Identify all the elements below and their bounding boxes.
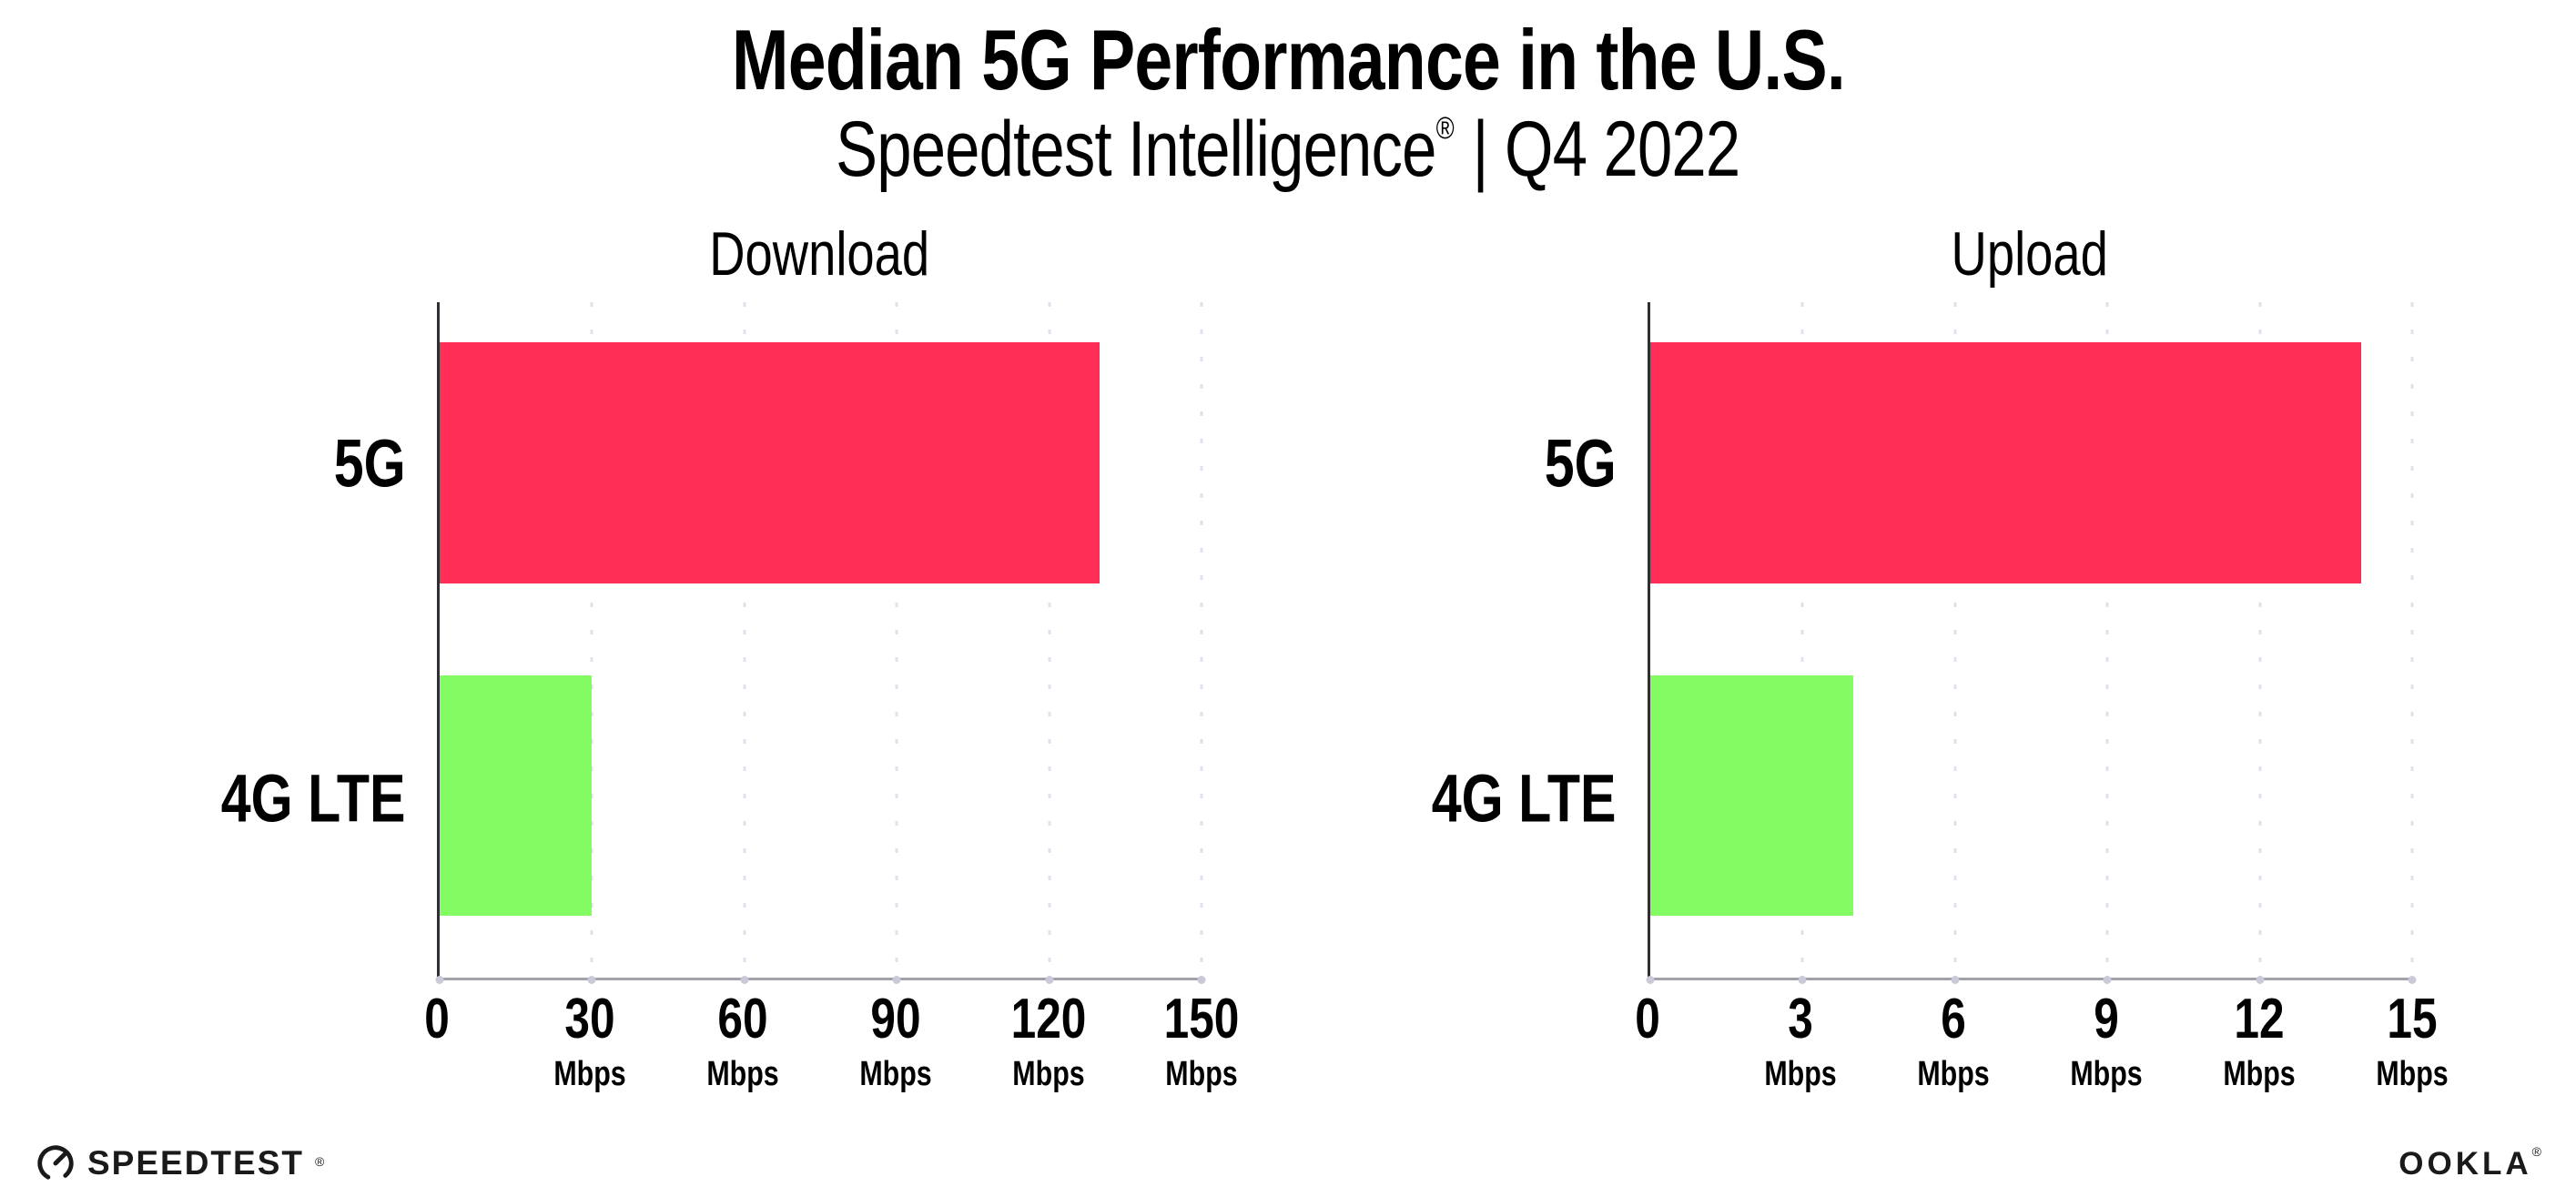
speedtest-logo: SPEEDTEST ® bbox=[35, 1142, 324, 1184]
x-tick-0: 0 bbox=[424, 987, 450, 1050]
gridline bbox=[1200, 301, 1203, 978]
upload-chart-body: 5G 4G LTE bbox=[1374, 301, 2417, 984]
subtitle-brand: Speedtest Intelligence bbox=[836, 105, 1436, 193]
upload-x-axis: 0 3 Mbps 6 Mbps 9 Mbps 12 Mbps bbox=[1635, 980, 2448, 1117]
upload-y-labels: 5G 4G LTE bbox=[1374, 302, 1648, 980]
registered-mark: ® bbox=[1435, 110, 1455, 146]
download-chart-title: Download bbox=[709, 218, 929, 289]
upload-chart-title: Upload bbox=[1951, 218, 2109, 289]
gridline bbox=[2258, 301, 2262, 978]
tick-mark bbox=[435, 975, 444, 984]
page-title: Median 5G Performance in the U.S. bbox=[0, 15, 2576, 106]
bar-download-4g-lte bbox=[440, 675, 593, 917]
speedtest-wordmark: SPEEDTEST bbox=[87, 1144, 304, 1182]
charts-row: Download 5G 4G LTE bbox=[0, 218, 2576, 1117]
gridline bbox=[590, 301, 593, 978]
x-tick-9: 9 Mbps bbox=[2070, 987, 2143, 1093]
category-label-4g-lte: 4G LTE bbox=[1432, 760, 1617, 837]
download-x-axis: 0 30 Mbps 60 Mbps 90 Mbps 120 Mbps bbox=[424, 980, 1239, 1117]
gridline bbox=[2410, 301, 2414, 978]
header: Median 5G Performance in the U.S. Speedt… bbox=[0, 0, 2576, 193]
footer: SPEEDTEST ® OOKLA® bbox=[0, 1137, 2576, 1184]
download-chart-body: 5G 4G LTE bbox=[164, 301, 1206, 984]
ookla-logo: OOKLA® bbox=[2399, 1144, 2541, 1182]
download-chart: Download 5G 4G LTE bbox=[164, 218, 1239, 1117]
x-tick-15: 15 Mbps bbox=[2376, 987, 2449, 1093]
category-label-4g-lte: 4G LTE bbox=[221, 760, 406, 837]
tick-mark bbox=[1197, 975, 1206, 984]
gridline bbox=[1048, 301, 1051, 978]
upload-chart: Upload 5G 4G LTE bbox=[1374, 218, 2449, 1117]
tick-mark bbox=[892, 975, 901, 984]
tick-mark bbox=[1798, 975, 1807, 984]
tick-mark bbox=[1646, 975, 1655, 984]
x-tick-150: 150 Mbps bbox=[1163, 987, 1240, 1093]
gridline bbox=[743, 301, 746, 978]
page-subtitle: Speedtest Intelligence® | Q4 2022 bbox=[0, 106, 2576, 193]
gridline bbox=[1953, 301, 1957, 978]
tick-mark bbox=[2103, 975, 2112, 984]
tick-mark bbox=[2408, 975, 2417, 984]
tick-mark bbox=[1951, 975, 1960, 984]
x-tick-12: 12 Mbps bbox=[2223, 987, 2296, 1093]
download-y-labels: 5G 4G LTE bbox=[164, 302, 437, 980]
x-tick-3: 3 Mbps bbox=[1764, 987, 1837, 1093]
x-tick-30: 30 Mbps bbox=[553, 987, 626, 1093]
x-tick-0: 0 bbox=[1635, 987, 1660, 1050]
page-title-text: Median 5G Performance in the U.S. bbox=[731, 12, 1845, 107]
subtitle-period: | Q4 2022 bbox=[1472, 105, 1741, 193]
bar-upload-5g bbox=[1650, 342, 2362, 583]
gridline bbox=[895, 301, 898, 978]
x-tick-90: 90 Mbps bbox=[859, 987, 932, 1093]
gridline bbox=[2105, 301, 2109, 978]
x-tick-60: 60 Mbps bbox=[706, 987, 779, 1093]
tick-mark bbox=[740, 975, 749, 984]
download-plot-area bbox=[435, 301, 1206, 984]
speedtest-registered-mark: ® bbox=[315, 1154, 325, 1169]
x-tick-6: 6 Mbps bbox=[1917, 987, 1990, 1093]
speedtest-gauge-icon bbox=[37, 1145, 74, 1182]
category-label-5g: 5G bbox=[1545, 425, 1617, 502]
bar-download-5g bbox=[440, 342, 1100, 583]
ookla-registered-mark: ® bbox=[2531, 1144, 2541, 1159]
category-label-5g: 5G bbox=[334, 425, 406, 502]
bar-upload-4g-lte bbox=[1650, 675, 1854, 917]
ookla-wordmark: OOKLA bbox=[2399, 1146, 2532, 1182]
tick-mark bbox=[2256, 975, 2265, 984]
gridline bbox=[1800, 301, 1804, 978]
x-tick-120: 120 Mbps bbox=[1010, 987, 1087, 1093]
tick-mark bbox=[587, 975, 596, 984]
upload-plot-area bbox=[1646, 301, 2417, 984]
tick-mark bbox=[1045, 975, 1054, 984]
